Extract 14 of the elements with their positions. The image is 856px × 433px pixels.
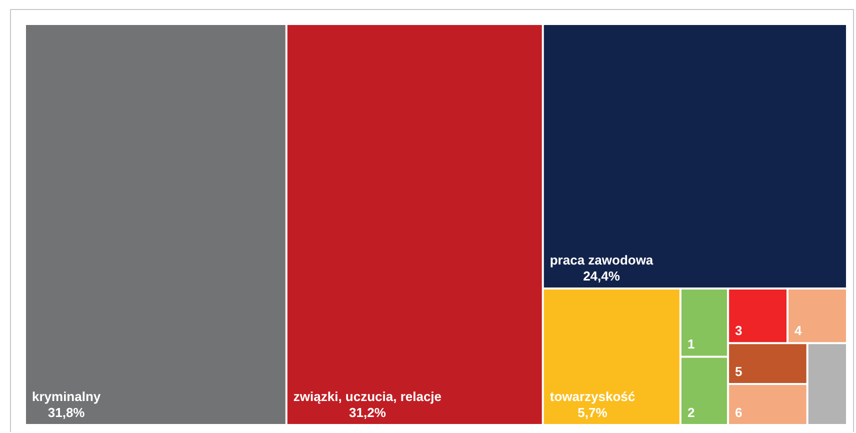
category-label: związki, uczucia, relacje	[293, 389, 442, 404]
category-label: kryminalny	[32, 389, 102, 404]
category-label: praca zawodowa	[550, 252, 654, 268]
data-label: 24,4%	[583, 268, 620, 284]
data-label: 31,8%	[48, 405, 86, 420]
category-label: towarzyskość	[550, 389, 636, 404]
category-label: 3	[735, 323, 742, 338]
data-label: 5,7%	[578, 405, 608, 420]
category-label: 4	[794, 323, 803, 338]
category-label: 2	[687, 405, 695, 420]
category-label: 6	[735, 405, 742, 420]
category-label: 5	[735, 364, 742, 380]
data-label: 31,2%	[349, 405, 386, 420]
category-label: 1	[687, 336, 695, 352]
